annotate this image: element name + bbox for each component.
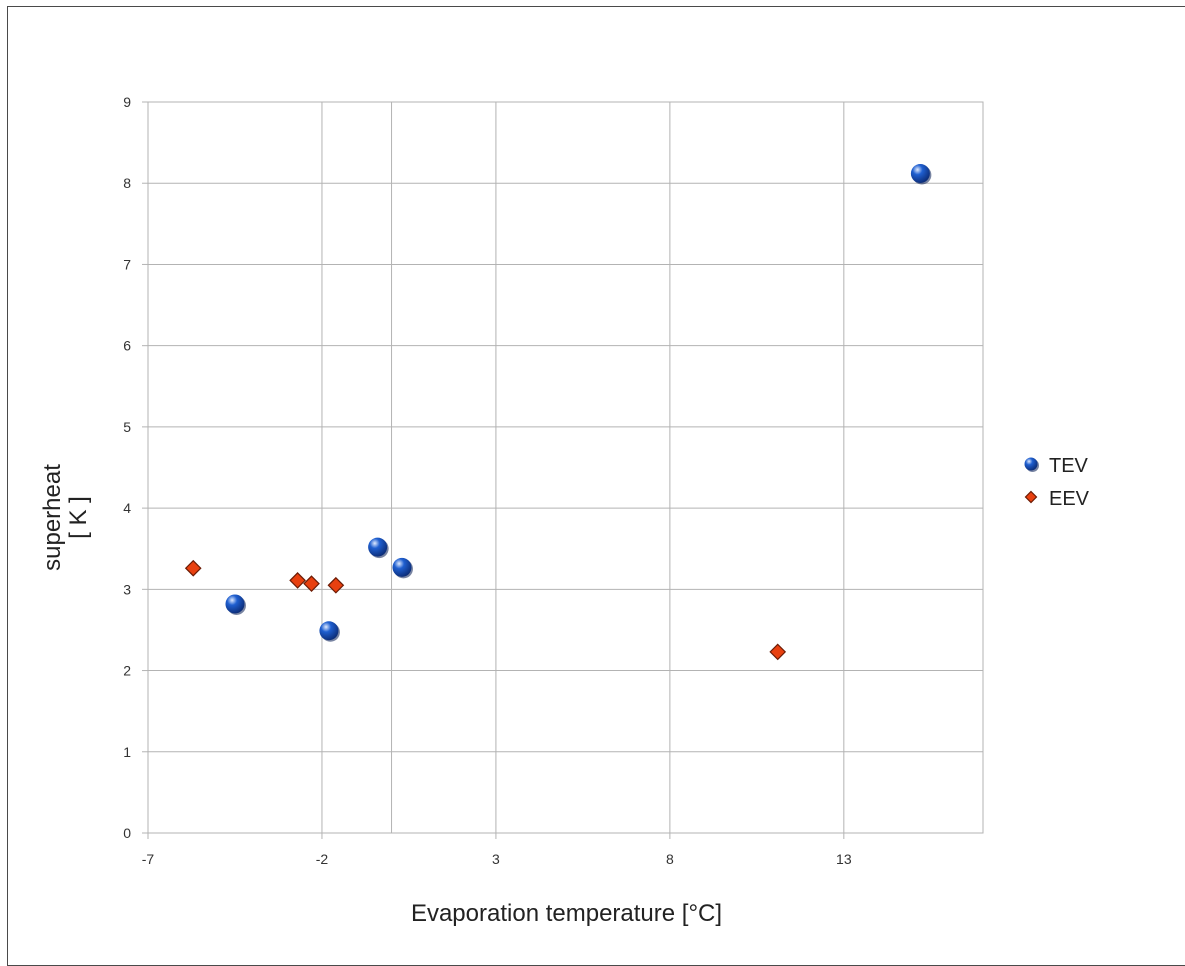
x-tick-label: 13 [836,851,852,867]
legend-label-tev: TEV [1049,455,1089,477]
x-tick-label: -7 [142,851,155,867]
tev-point [368,537,389,559]
y-tick-label: 4 [123,500,131,516]
chart-frame [7,6,1185,966]
y-axis-ticks: 0 1 2 3 4 5 6 7 8 9 [123,94,148,841]
legend: TEV EEV [1024,455,1090,510]
legend-marker-eev [1024,490,1038,504]
y-tick-label: 6 [123,338,131,354]
y-tick-label: 9 [123,94,131,110]
tev-point [319,621,340,642]
data-points [184,163,932,661]
y-tick-label: 3 [123,581,131,597]
eev-point [184,559,202,577]
legend-marker-tev [1024,457,1039,472]
y-tick-label: 0 [123,825,131,841]
legend-label-eev: EEV [1049,488,1090,510]
tev-point [910,163,932,185]
y-tick-label: 1 [123,744,131,760]
y-axis-title-line: [ K ] [65,496,92,539]
y-tick-label: 7 [123,256,131,272]
y-tick-label: 2 [123,663,131,679]
x-tick-label: 3 [492,851,500,867]
x-axis-ticks: -7 -2 3 8 13 [142,833,852,867]
eev-point [327,576,345,594]
y-tick-label: 8 [123,175,131,191]
eev-point [769,643,787,661]
eev-point [303,575,320,592]
eev-point [289,572,306,589]
y-axis-title: superheat[ K ] [39,464,92,571]
x-tick-label: -2 [316,851,329,867]
x-tick-label: 8 [666,851,674,867]
x-axis-title: Evaporation temperature [°C] [411,900,722,927]
plot-area-border [147,101,984,834]
y-axis-title-line: superheat [39,464,66,571]
y-tick-label: 5 [123,419,131,435]
tev-point [392,557,413,579]
tev-point [225,594,246,615]
grid-lines [147,101,983,834]
